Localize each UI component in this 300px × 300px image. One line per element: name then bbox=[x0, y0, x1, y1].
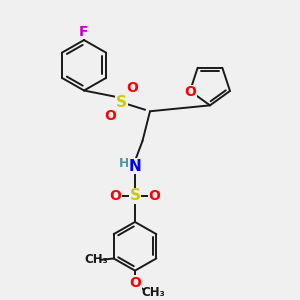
Text: O: O bbox=[129, 276, 141, 290]
Text: CH₃: CH₃ bbox=[141, 286, 165, 299]
Text: CH₃: CH₃ bbox=[84, 254, 108, 266]
Text: O: O bbox=[185, 85, 197, 100]
Text: S: S bbox=[116, 95, 127, 110]
Text: O: O bbox=[110, 189, 122, 203]
Text: N: N bbox=[129, 159, 141, 174]
Text: O: O bbox=[126, 80, 138, 94]
Text: F: F bbox=[79, 25, 89, 39]
Text: O: O bbox=[148, 189, 160, 203]
Text: S: S bbox=[130, 188, 140, 203]
Text: O: O bbox=[104, 109, 116, 123]
Text: H: H bbox=[119, 157, 129, 170]
